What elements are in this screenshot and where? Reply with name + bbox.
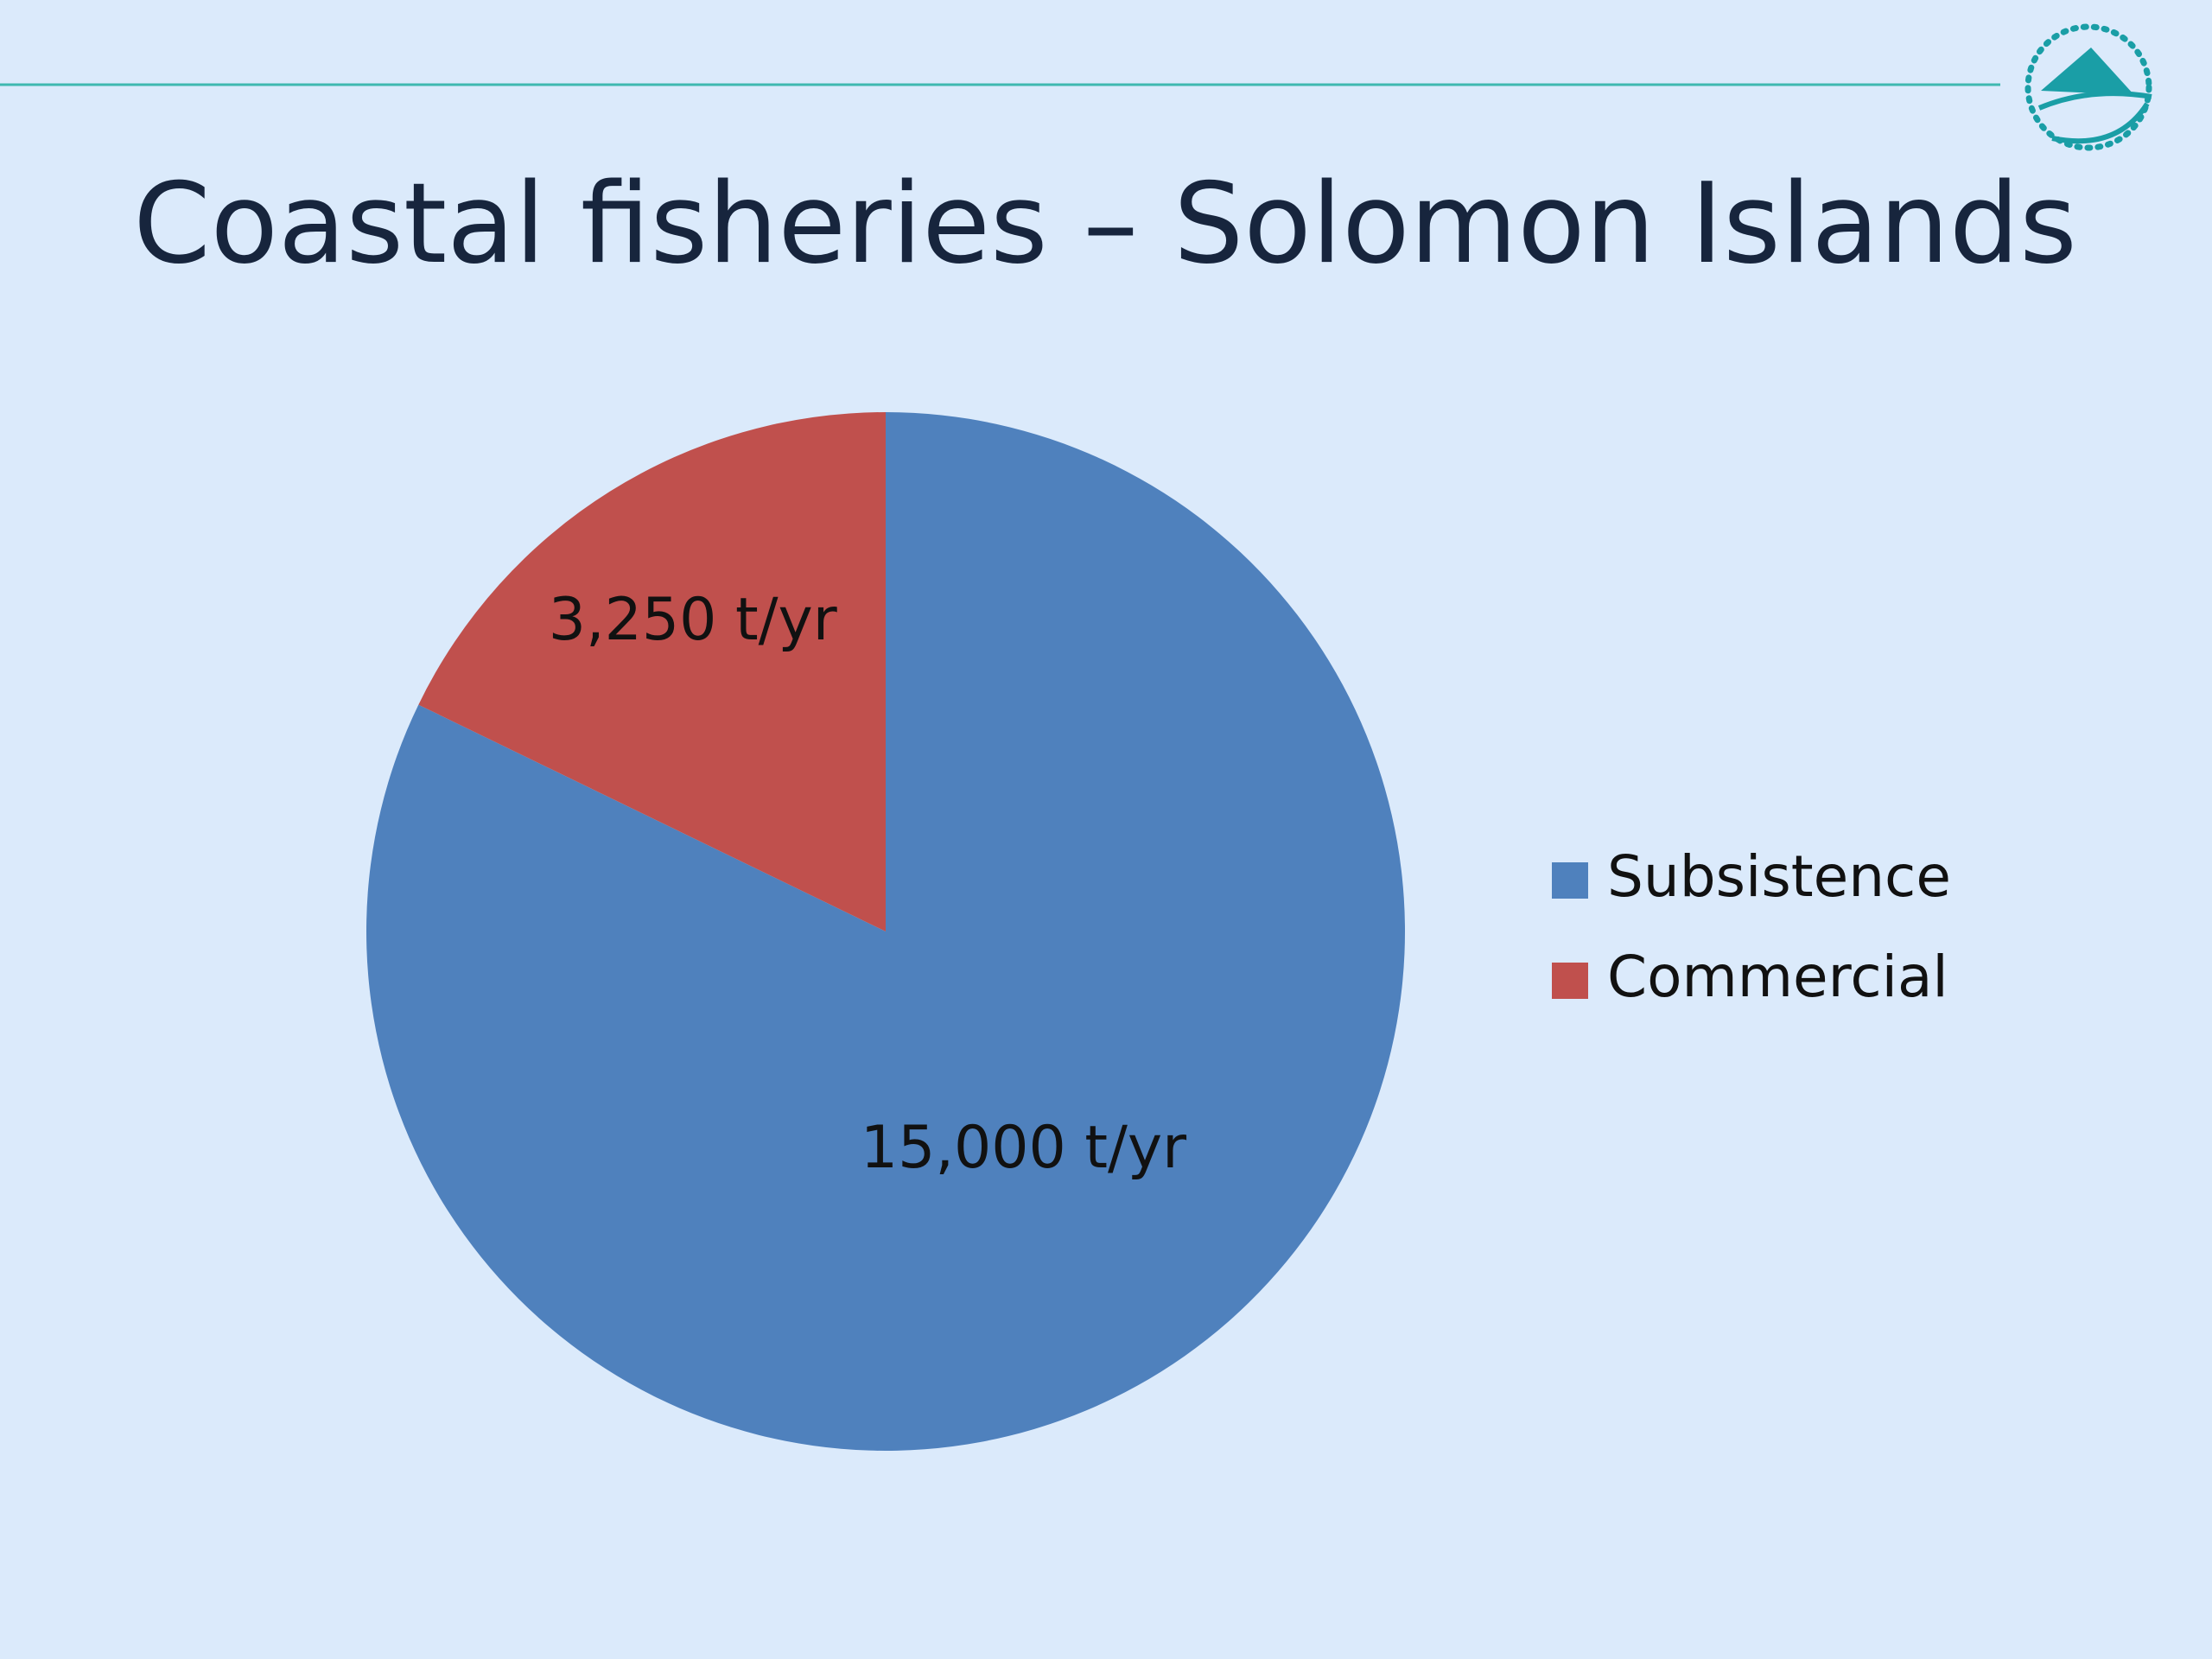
chart-title: Coastal fisheries – Solomon Islands	[133, 160, 2077, 289]
logo	[2024, 23, 2152, 151]
data-label: 3,250 t/yr	[549, 586, 837, 654]
legend-swatch	[1552, 862, 1588, 899]
pie-slice	[418, 412, 886, 931]
legend-label: Commercial	[1607, 944, 1948, 1010]
legend-label: Subsistence	[1607, 843, 1951, 910]
data-label: 15,000 t/yr	[861, 1114, 1186, 1182]
legend-swatch	[1552, 963, 1588, 999]
